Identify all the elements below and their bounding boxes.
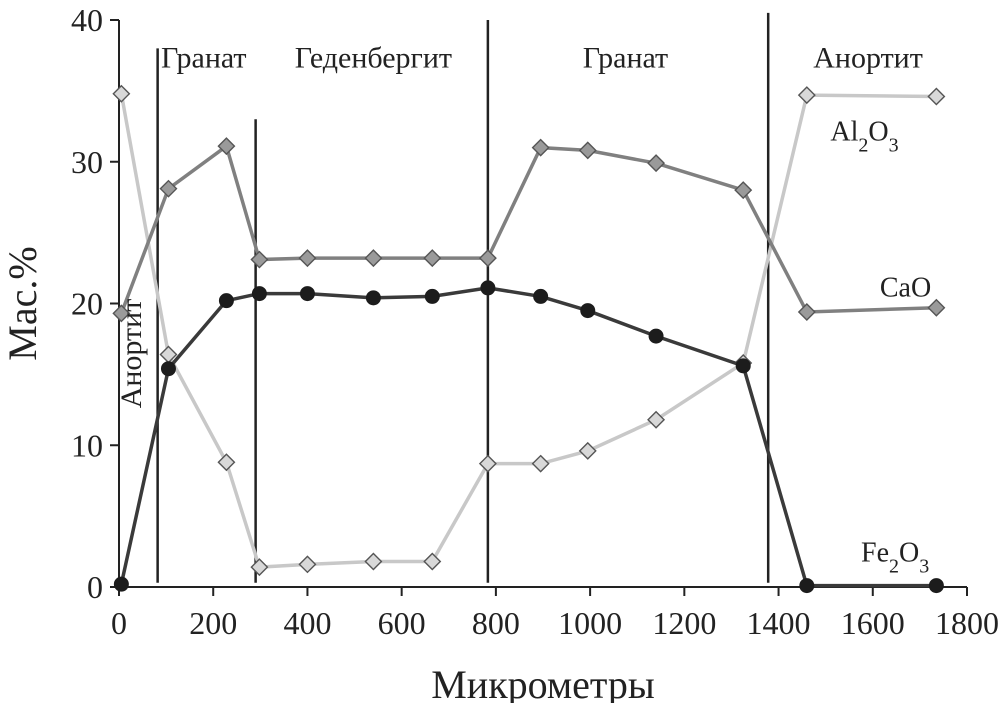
data-point <box>159 179 178 198</box>
x-tick-label: 1000 <box>558 605 622 641</box>
y-tick-label: 30 <box>71 144 103 180</box>
data-point <box>364 249 383 268</box>
data-point <box>478 249 497 268</box>
data-point <box>927 87 946 106</box>
data-point <box>423 249 442 268</box>
x-tick-label: 800 <box>472 605 520 641</box>
series-fe2o3 <box>113 280 944 594</box>
data-point <box>531 138 550 157</box>
x-tick-label: 400 <box>283 605 331 641</box>
y-axis-title: Мас.% <box>0 246 45 360</box>
data-point <box>735 358 751 374</box>
data-point <box>647 154 666 173</box>
data-point <box>797 303 816 321</box>
x-tick-label: 0 <box>111 605 127 641</box>
y-tick-label: 10 <box>71 427 103 463</box>
x-tick-label: 600 <box>378 605 426 641</box>
data-point <box>218 293 234 309</box>
phase-boundaries <box>156 12 770 583</box>
data-point <box>424 288 440 304</box>
data-point <box>578 441 597 460</box>
data-point <box>365 290 381 306</box>
data-point <box>217 453 236 472</box>
x-tick-label: 1600 <box>841 605 905 641</box>
labels-group: Гранат Геденбергит Гранат Анортит Анортит Al2… <box>115 42 931 578</box>
data-point <box>927 298 946 317</box>
data-point <box>734 181 753 200</box>
phase-label: Анортит <box>813 42 923 75</box>
phase-label: Анортит <box>115 299 148 409</box>
data-point <box>112 84 131 103</box>
data-point <box>217 137 236 156</box>
data-point <box>251 286 267 302</box>
phase-label: Геденбергит <box>295 42 452 75</box>
data-point <box>112 304 131 323</box>
data-point <box>578 141 597 160</box>
x-tick-label: 1400 <box>747 605 811 641</box>
x-tick-label: 1200 <box>652 605 716 641</box>
series-group <box>112 84 946 594</box>
data-point <box>580 303 596 319</box>
x-axis-title: Микрометры <box>431 662 655 703</box>
data-point <box>928 578 944 594</box>
series-cao <box>112 137 946 323</box>
data-point <box>647 410 666 429</box>
phase-label: Гранат <box>161 42 246 75</box>
x-tick-label: 200 <box>189 605 237 641</box>
data-point <box>423 552 442 571</box>
data-point <box>533 288 549 304</box>
data-point <box>298 555 317 574</box>
series-line <box>119 143 937 315</box>
data-point <box>480 280 496 296</box>
data-point <box>250 250 269 269</box>
data-point <box>298 249 317 268</box>
data-point <box>113 576 129 592</box>
series-line <box>119 93 937 569</box>
data-point <box>250 558 269 577</box>
data-point <box>531 454 550 473</box>
data-point <box>299 286 315 302</box>
data-point <box>797 86 816 105</box>
data-point <box>364 552 383 571</box>
series-label-fe2o3: Fe2O3 <box>861 537 929 577</box>
y-tick-label: 40 <box>71 2 103 38</box>
data-point <box>799 578 815 594</box>
series-label-cao: CaO <box>880 272 931 303</box>
phase-label: Гранат <box>583 42 668 75</box>
series-line <box>119 286 937 588</box>
series-label-al2o3: Al2O3 <box>830 116 898 156</box>
y-tick-label: 20 <box>71 286 103 322</box>
series-al2o3 <box>112 84 946 577</box>
x-tick-label: 1800 <box>935 605 999 641</box>
y-tick-label: 0 <box>87 569 103 605</box>
data-point <box>160 361 176 377</box>
data-point <box>478 454 497 473</box>
data-point <box>648 328 664 344</box>
